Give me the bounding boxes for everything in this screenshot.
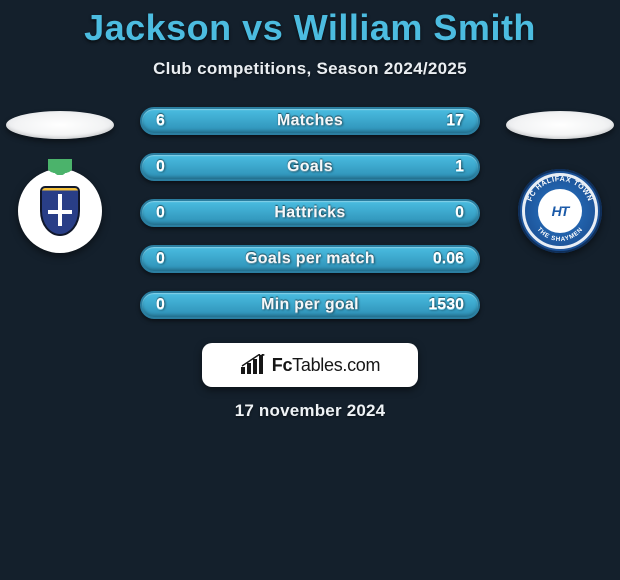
generated-date: 17 november 2024 (0, 401, 620, 421)
stat-row-hattricks: 0 Hattricks 0 (140, 199, 480, 227)
stat-row-min-per-goal: 0 Min per goal 1530 (140, 291, 480, 319)
player-avatar-right (506, 111, 614, 139)
page-subtitle: Club competitions, Season 2024/2025 (0, 59, 620, 79)
bar-chart-icon (240, 354, 266, 376)
stat-right-value: 1530 (416, 296, 464, 314)
player-avatar-left (6, 111, 114, 139)
stat-right-value: 1 (416, 158, 464, 176)
stat-left-value: 0 (156, 204, 184, 222)
stat-row-goals-per-match: 0 Goals per match 0.06 (140, 245, 480, 273)
page-title: Jackson vs William Smith (0, 6, 620, 49)
crest-plume-icon (48, 159, 72, 175)
attribution-brand: FcTables.com (272, 355, 380, 376)
stat-right-value: 17 (416, 112, 464, 130)
stat-left-value: 6 (156, 112, 184, 130)
crest-shield-icon (40, 186, 80, 236)
attribution-brand-rest: Tables.com (292, 355, 380, 375)
club-crest-left (18, 169, 102, 253)
club-crest-right: FC HALIFAX TOWN THE SHAYMEN HT (518, 169, 602, 253)
stat-left-value: 0 (156, 158, 184, 176)
crest-monogram: HT (552, 203, 569, 219)
stat-left-value: 0 (156, 250, 184, 268)
comparison-body: FC HALIFAX TOWN THE SHAYMEN HT 6 Matches… (0, 107, 620, 319)
stat-row-matches: 6 Matches 17 (140, 107, 480, 135)
crest-inner-disc: HT (538, 189, 582, 233)
attribution-card: FcTables.com (202, 343, 418, 387)
comparison-card: Jackson vs William Smith Club competitio… (0, 0, 620, 421)
stat-right-value: 0 (416, 204, 464, 222)
attribution-brand-strong: Fc (272, 355, 292, 375)
stat-right-value: 0.06 (416, 250, 464, 268)
stat-row-goals: 0 Goals 1 (140, 153, 480, 181)
player-pod-right: FC HALIFAX TOWN THE SHAYMEN HT (500, 107, 620, 253)
stat-left-value: 0 (156, 296, 184, 314)
stat-bars: 6 Matches 17 0 Goals 1 0 Hattricks 0 0 G… (140, 107, 480, 319)
player-pod-left (0, 107, 120, 253)
